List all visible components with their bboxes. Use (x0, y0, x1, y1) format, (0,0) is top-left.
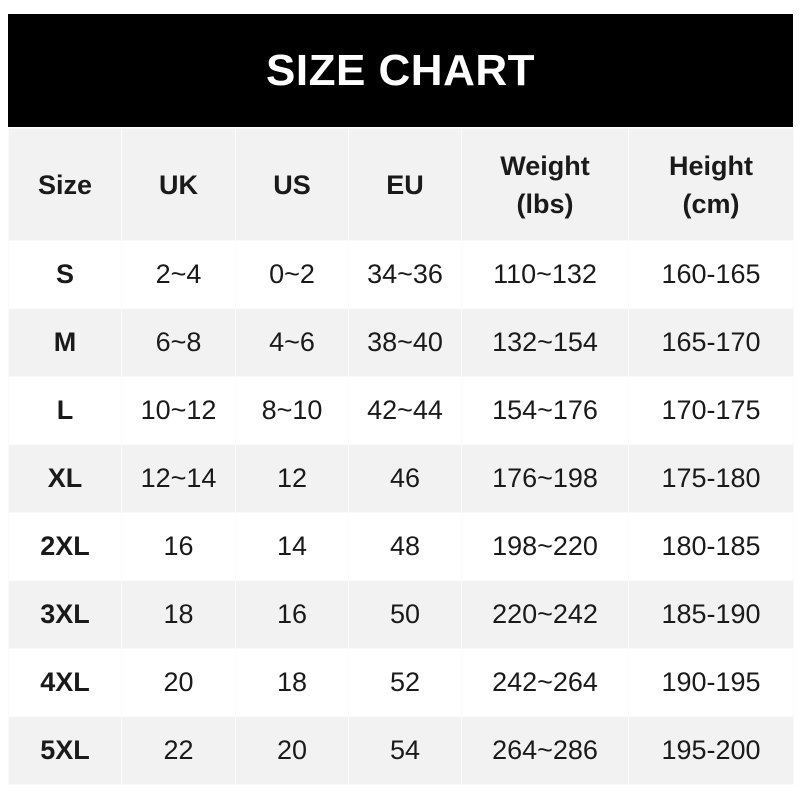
cell-height: 190-195 (628, 648, 794, 717)
cell-height: 165-170 (628, 308, 794, 377)
cell-height: 185-190 (628, 580, 794, 649)
cell-us: 16 (235, 580, 349, 649)
cell-eu: 46 (348, 444, 462, 513)
cell-uk: 6~8 (121, 308, 236, 377)
cell-uk: 16 (121, 512, 236, 581)
cell-weight: 176~198 (461, 444, 629, 513)
table-row: 3XL 18 16 50 220~242 185-190 (8, 580, 794, 649)
table-row: L 10~12 8~10 42~44 154~176 170-175 (8, 376, 794, 445)
size-chart-table: Size UK US EU Weight (lbs) Height (cm) S 2~4 0~2 3… (8, 128, 794, 785)
column-header-us: US (235, 128, 349, 241)
cell-us: 0~2 (235, 240, 349, 309)
cell-uk: 12~14 (121, 444, 236, 513)
cell-us: 14 (235, 512, 349, 581)
header-row: Size UK US EU Weight (lbs) Height (cm) (8, 128, 794, 241)
cell-weight: 154~176 (461, 376, 629, 445)
cell-us: 12 (235, 444, 349, 513)
cell-eu: 34~36 (348, 240, 462, 309)
cell-size: S (8, 240, 122, 309)
cell-uk: 22 (121, 716, 236, 785)
column-header-eu: EU (348, 128, 462, 241)
header-label: US (273, 169, 311, 200)
cell-size: M (8, 308, 122, 377)
column-header-weight: Weight (lbs) (461, 128, 629, 241)
header-label: Weight (500, 150, 590, 181)
cell-height: 160-165 (628, 240, 794, 309)
header-unit: (lbs) (516, 188, 574, 219)
cell-uk: 18 (121, 580, 236, 649)
table-row: M 6~8 4~6 38~40 132~154 165-170 (8, 308, 794, 377)
column-header-size: Size (8, 128, 122, 241)
cell-us: 18 (235, 648, 349, 717)
column-header-height: Height (cm) (628, 128, 794, 241)
cell-eu: 54 (348, 716, 462, 785)
cell-size: L (8, 376, 122, 445)
cell-size: XL (8, 444, 122, 513)
cell-weight: 198~220 (461, 512, 629, 581)
table-row: S 2~4 0~2 34~36 110~132 160-165 (8, 240, 794, 309)
cell-uk: 10~12 (121, 376, 236, 445)
header-label: Size (37, 169, 93, 200)
table-row: 2XL 16 14 48 198~220 180-185 (8, 512, 794, 581)
cell-weight: 132~154 (461, 308, 629, 377)
cell-height: 180-185 (628, 512, 794, 581)
table-row: 5XL 22 20 54 264~286 195-200 (8, 716, 794, 785)
size-chart-title: SIZE CHART (8, 14, 793, 127)
cell-eu: 38~40 (348, 308, 462, 377)
cell-weight: 110~132 (461, 240, 629, 309)
column-header-uk: UK (121, 128, 236, 241)
cell-us: 8~10 (235, 376, 349, 445)
header-label: UK (159, 169, 198, 200)
cell-eu: 48 (348, 512, 462, 581)
header-unit: (cm) (682, 188, 740, 219)
cell-us: 20 (235, 716, 349, 785)
cell-size: 5XL (8, 716, 122, 785)
cell-eu: 42~44 (348, 376, 462, 445)
table-row: 4XL 20 18 52 242~264 190-195 (8, 648, 794, 717)
cell-size: 2XL (8, 512, 122, 581)
cell-size: 3XL (8, 580, 122, 649)
cell-us: 4~6 (235, 308, 349, 377)
cell-size: 4XL (8, 648, 122, 717)
cell-weight: 264~286 (461, 716, 629, 785)
cell-eu: 50 (348, 580, 462, 649)
cell-height: 195-200 (628, 716, 794, 785)
cell-uk: 2~4 (121, 240, 236, 309)
table-row: XL 12~14 12 46 176~198 175-180 (8, 444, 794, 513)
cell-uk: 20 (121, 648, 236, 717)
cell-height: 170-175 (628, 376, 794, 445)
cell-height: 175-180 (628, 444, 794, 513)
cell-weight: 220~242 (461, 580, 629, 649)
header-label: Height (669, 150, 753, 181)
cell-weight: 242~264 (461, 648, 629, 717)
cell-eu: 52 (348, 648, 462, 717)
header-label: EU (386, 169, 424, 200)
